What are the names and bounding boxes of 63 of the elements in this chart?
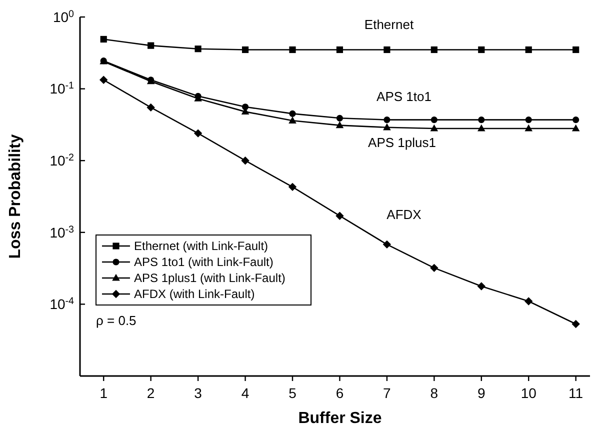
point: [524, 297, 533, 306]
point: [336, 46, 344, 54]
point: [384, 46, 390, 54]
annotation: Ethernet: [364, 17, 414, 32]
point: [430, 116, 438, 124]
x-tick-label: 10: [520, 385, 537, 401]
point: [194, 46, 202, 52]
y-tick-label: 10$^{0}$: [52, 8, 75, 25]
x-tick-label: 2: [146, 385, 155, 401]
point: [384, 116, 390, 124]
point: [430, 124, 438, 132]
point: [382, 240, 392, 249]
point: [289, 46, 296, 54]
point: [572, 116, 580, 124]
annotation: APS 1plus1: [368, 135, 436, 150]
x-tick-label: 4: [241, 385, 250, 401]
x-tick-label: 7: [383, 385, 392, 401]
x-tick-label: 5: [288, 385, 297, 401]
point: [524, 124, 533, 132]
y-tick-label: 10$^{-1}$: [50, 80, 74, 97]
annotation: APS 1to1: [376, 89, 432, 104]
x-tick-label: 6: [336, 385, 344, 401]
x-tick-label: 9: [477, 385, 486, 401]
annotation: ρ = 0.5: [96, 313, 136, 328]
y-tick-label: 10$^{-3}$: [50, 224, 75, 240]
point: [336, 121, 344, 128]
point: [100, 36, 107, 43]
legend-label: Ethernet (with Link-Fault): [134, 239, 268, 254]
point: [477, 124, 486, 132]
y-axis-title: Loss Probability: [7, 134, 24, 259]
point: [288, 116, 296, 124]
point: [288, 182, 297, 192]
point: [242, 46, 249, 54]
point: [572, 46, 580, 54]
x-tick-label: 8: [430, 385, 438, 401]
point: [478, 116, 485, 124]
point: [525, 46, 532, 54]
point: [241, 156, 250, 165]
point: [430, 46, 438, 54]
point: [525, 116, 532, 124]
point: [383, 123, 391, 130]
y-tick-label: 10$^{-4}$: [50, 296, 75, 312]
point: [430, 264, 438, 272]
point: [477, 282, 486, 290]
x-tick-label: 11: [568, 385, 584, 401]
legend-label: APS 1plus1 (with Link-Fault): [134, 271, 286, 286]
legend-label: APS 1to1 (with Link-Fault): [134, 255, 274, 270]
point: [100, 76, 108, 84]
point: [336, 212, 344, 220]
point: [289, 110, 296, 117]
point: [146, 103, 155, 112]
point: [478, 46, 485, 54]
annotation: AFDX: [386, 207, 422, 222]
y-tick-label: 10$^{-2}$: [50, 152, 74, 168]
x-tick-label: 3: [194, 385, 202, 401]
point: [572, 124, 580, 132]
point: [572, 320, 580, 328]
x-tick-label: 1: [100, 385, 108, 401]
point: [336, 114, 344, 122]
x-axis-title: Buffer Size: [298, 410, 382, 427]
point: [148, 42, 154, 49]
point: [194, 129, 202, 138]
legend-label: AFDX (with Link-Fault): [134, 287, 255, 302]
